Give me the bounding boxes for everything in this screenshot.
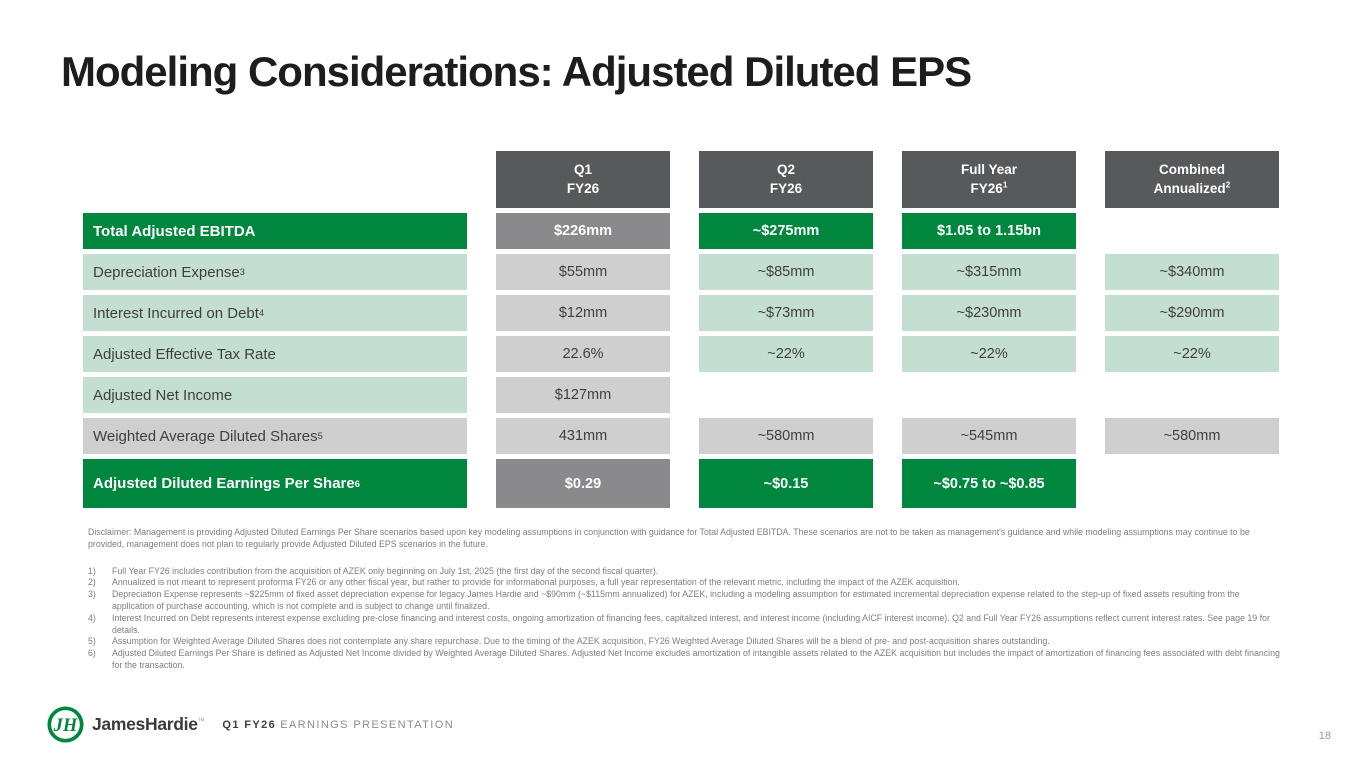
value-interest-fy: ~$230mm	[902, 295, 1076, 331]
value-ebitda-combined-empty	[1105, 213, 1279, 249]
page-title: Modeling Considerations: Adjusted Dilute…	[61, 48, 972, 95]
modeling-table: Q1 FY26 Q2 FY26 Full Year FY261 Combined…	[83, 151, 1279, 508]
value-tax-q2: ~22%	[699, 336, 873, 372]
header-line2: FY26	[566, 180, 600, 196]
column-header-q2-fy26: Q2 FY26	[699, 151, 873, 208]
header-spacer	[83, 151, 467, 208]
value-net-income-combined-empty	[1105, 377, 1279, 413]
james-hardie-logo-icon: JH	[47, 706, 84, 743]
notes-block: Disclaimer: Management is providing Adju…	[88, 527, 1280, 672]
header-line1: Q2	[776, 162, 795, 178]
row-label-depreciation-expense: Depreciation Expense 3	[83, 254, 467, 290]
value-ebitda-q2: ~$275mm	[699, 213, 873, 249]
value-eps-combined-empty	[1105, 459, 1279, 508]
value-net-income-fy-empty	[902, 377, 1076, 413]
header-line1: Full Year	[960, 162, 1018, 178]
value-net-income-q2-empty	[699, 377, 873, 413]
value-interest-q1: $12mm	[496, 295, 670, 331]
value-tax-fy: ~22%	[902, 336, 1076, 372]
header-line1: Combined	[1159, 162, 1225, 178]
column-header-q1-fy26: Q1 FY26	[496, 151, 670, 208]
presentation-label: Q1 FY26 EARNINGS PRESENTATION	[222, 718, 455, 731]
footnote-4: 4) Interest Incurred on Debt represents …	[88, 612, 1270, 635]
value-depreciation-fy: ~$315mm	[902, 254, 1076, 290]
column-header-full-year-fy26: Full Year FY261	[902, 151, 1076, 208]
footnote-6: 6) Adjusted Diluted Earnings Per Share i…	[88, 648, 1280, 670]
row-label-weighted-avg-shares: Weighted Average Diluted Shares 5	[83, 418, 467, 454]
row-label-interest-incurred: Interest Incurred on Debt 4	[83, 295, 467, 331]
disclaimer-text: Disclaimer: Management is providing Adju…	[88, 527, 1250, 549]
value-ebitda-q1: $226mm	[496, 213, 670, 249]
value-shares-fy: ~545mm	[902, 418, 1076, 454]
footnote-1: 1) Full Year FY26 includes contribution …	[88, 565, 659, 576]
footnote-5: 5) Assumption for Weighted Average Dilut…	[88, 636, 1050, 647]
value-eps-fy: ~$0.75 to ~$0.85	[902, 459, 1076, 508]
row-label-total-adjusted-ebitda: Total Adjusted EBITDA	[83, 213, 467, 249]
value-shares-q1: 431mm	[496, 418, 670, 454]
value-depreciation-q1: $55mm	[496, 254, 670, 290]
row-label-adjusted-diluted-eps: Adjusted Diluted Earnings Per Share 6	[83, 459, 467, 508]
svg-text:JH: JH	[53, 716, 78, 736]
value-depreciation-combined: ~$340mm	[1105, 254, 1279, 290]
header-line2: FY26	[769, 180, 803, 196]
value-interest-q2: ~$73mm	[699, 295, 873, 331]
column-header-combined-annualized: Combined Annualized2	[1105, 151, 1279, 208]
value-eps-q1: $0.29	[496, 459, 670, 508]
value-shares-q2: ~580mm	[699, 418, 873, 454]
footer: JH JamesHardie™ Q1 FY26 EARNINGS PRESENTA…	[47, 706, 454, 743]
value-net-income-q1: $127mm	[496, 377, 670, 413]
header-line2: Annualized2	[1153, 179, 1231, 196]
row-label-adjusted-net-income: Adjusted Net Income	[83, 377, 467, 413]
value-depreciation-q2: ~$85mm	[699, 254, 873, 290]
header-line1: Q1	[573, 162, 592, 178]
value-ebitda-fy: $1.05 to 1.15bn	[902, 213, 1076, 249]
footnote-3: 3) Depreciation Expense represents ~$225…	[88, 589, 1240, 611]
brand-name: JamesHardie™	[92, 714, 205, 734]
value-shares-combined: ~580mm	[1105, 418, 1279, 454]
header-line2: FY261	[970, 179, 1008, 196]
value-tax-q1: 22.6%	[496, 336, 670, 372]
footnote-2: 2) Annualized is not meant to represent …	[88, 577, 960, 588]
page-number: 18	[1318, 730, 1331, 742]
value-tax-combined: ~22%	[1105, 336, 1279, 372]
value-interest-combined: ~$290mm	[1105, 295, 1279, 331]
trademark-symbol: ™	[197, 718, 205, 726]
row-label-tax-rate: Adjusted Effective Tax Rate	[83, 336, 467, 372]
value-eps-q2: ~$0.15	[699, 459, 873, 508]
